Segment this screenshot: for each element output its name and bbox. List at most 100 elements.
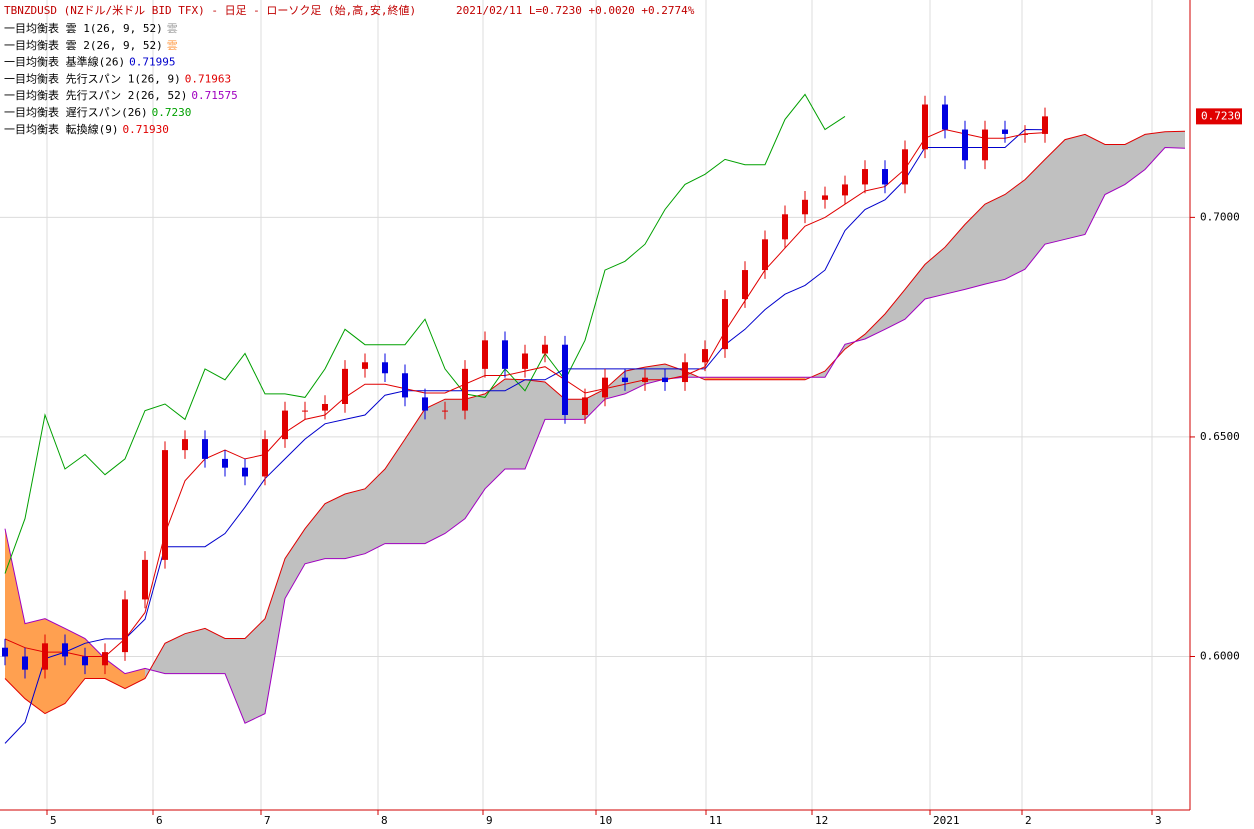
cloud-segment — [605, 371, 625, 400]
candle-body — [882, 169, 888, 185]
cloud-segment — [1145, 131, 1165, 170]
cloud-segment — [885, 289, 905, 330]
cloud-segment — [405, 408, 425, 544]
cloud-segment — [785, 377, 805, 380]
candle-body — [742, 270, 748, 300]
candle-body — [222, 458, 228, 468]
cloud-segment — [525, 379, 545, 469]
chikou-line — [4, 93, 846, 574]
candle-body — [902, 149, 908, 185]
y-tick-label: 0.6000 — [1200, 650, 1240, 663]
cloud-segment — [465, 393, 485, 519]
candle-body — [162, 450, 168, 560]
candle-body — [442, 410, 448, 412]
candle-body — [482, 340, 488, 369]
cloud-segment — [565, 399, 585, 420]
cloud-segment — [1045, 139, 1065, 245]
candle-body — [782, 214, 788, 240]
cloud-segment — [285, 528, 305, 599]
candle-body — [1022, 133, 1028, 135]
legend-entry: 一目均衡表 転換線(9) 0.71930 — [4, 122, 169, 136]
cloud-segment — [265, 558, 285, 714]
candle-body — [142, 559, 148, 600]
candle-body — [942, 104, 948, 130]
cloud-segment — [345, 488, 365, 559]
candle-body — [182, 439, 188, 451]
cloud-segment — [445, 399, 465, 534]
candle-body — [302, 410, 308, 412]
x-tick-label: 8 — [381, 814, 388, 827]
x-tick-label: 6 — [156, 814, 163, 827]
cloud-segment — [205, 628, 225, 674]
legend-value: 0.71963 — [185, 72, 231, 85]
candle-body — [282, 410, 288, 440]
cloud-segment — [1105, 144, 1125, 195]
cloud-segment — [25, 618, 45, 714]
legend-value: 雲 — [167, 22, 178, 35]
candle-body — [582, 397, 588, 415]
cloud-segment — [165, 633, 185, 674]
cloud-segment — [1165, 131, 1185, 149]
cloud-segment — [185, 628, 205, 674]
candle-body — [1042, 116, 1048, 134]
candle-body — [2, 647, 8, 657]
x-tick-label: 2 — [1025, 814, 1032, 827]
y-tick-label: 0.7000 — [1200, 210, 1240, 223]
candle-body — [702, 349, 708, 363]
x-tick-label: 2021 — [933, 814, 960, 827]
candle-body — [502, 340, 508, 369]
cloud-segment — [305, 503, 325, 564]
cloud-segment — [705, 377, 725, 380]
x-tick-label: 7 — [264, 814, 271, 827]
kijun-line — [4, 128, 1046, 744]
candle-body — [342, 368, 348, 404]
candle-body — [762, 239, 768, 271]
cloud-segment — [865, 313, 885, 340]
legend-name: 一目均衡表 先行スパン 1(26, 9) — [4, 71, 181, 85]
candle-body — [202, 439, 208, 459]
candle-body — [122, 599, 128, 653]
legend-entry: 一目均衡表 先行スパン 1(26, 9) 0.71963 — [4, 71, 231, 85]
cloud-segment — [665, 364, 685, 379]
span-a-line — [4, 130, 1186, 715]
candle-body — [82, 656, 88, 666]
cloud-segment — [425, 399, 445, 544]
cloud-segment — [625, 367, 645, 394]
legend-entry: 一目均衡表 雲 2(26, 9, 52) 雲 — [4, 38, 178, 52]
candle-body — [1002, 129, 1008, 134]
candle-body — [922, 104, 928, 150]
span-b-line — [4, 146, 1186, 724]
candle-body — [642, 377, 648, 383]
candle-body — [402, 373, 408, 398]
plot — [2, 93, 1186, 744]
candle-body — [22, 656, 28, 670]
cloud-segment — [1065, 134, 1085, 240]
candle-body — [62, 643, 68, 657]
chart-subtitle: 2021/02/11 L=0.7230 +0.0020 +0.2774% — [456, 4, 695, 17]
candle-body — [262, 439, 268, 477]
legend-value: 0.7230 — [152, 106, 192, 119]
x-tick-label: 5 — [50, 814, 57, 827]
candle-body — [962, 129, 968, 161]
cloud-segment — [225, 638, 245, 724]
candle-body — [462, 368, 468, 411]
x-tick-label: 9 — [486, 814, 493, 827]
x-tick-label: 12 — [815, 814, 828, 827]
last-price-box — [1196, 108, 1242, 125]
legend-value: 0.71930 — [123, 123, 169, 136]
candle-body — [682, 362, 688, 383]
cloud-segment — [1085, 134, 1105, 235]
legend-entry: 一目均衡表 基準線(26) 0.71995 — [4, 55, 175, 69]
cloud-segment — [245, 618, 265, 724]
candle-body — [362, 362, 368, 369]
candle-body — [842, 184, 848, 196]
cloud-segment — [1005, 179, 1025, 280]
cloud-segment — [965, 204, 985, 290]
candle-body — [822, 195, 828, 200]
y-tick-label: 0.6500 — [1200, 430, 1240, 443]
candle-body — [722, 299, 728, 350]
candle-body — [522, 353, 528, 369]
